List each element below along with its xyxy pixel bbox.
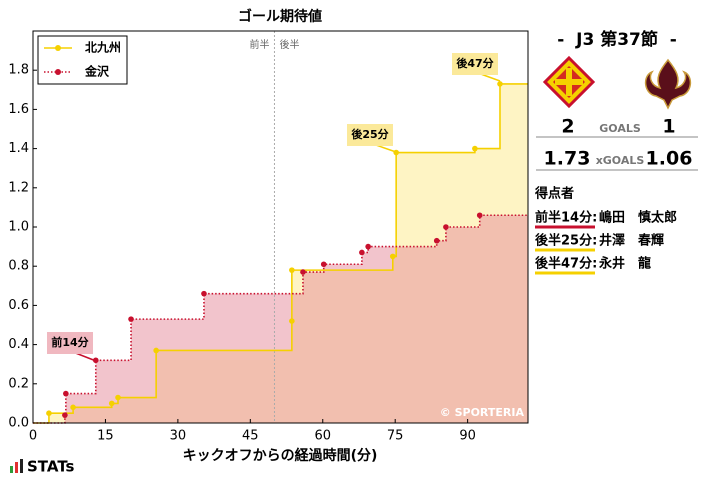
legend-marker (55, 69, 61, 75)
point (63, 390, 69, 397)
annotation: 後25分 (351, 127, 388, 141)
point (128, 316, 134, 322)
x-tick-label: 30 (170, 429, 187, 444)
point (289, 267, 295, 273)
legend-label: 北九州 (85, 40, 121, 55)
scorer-name: 井澤 春輝 (599, 233, 664, 249)
point (389, 253, 396, 260)
annotation-box (47, 332, 93, 354)
annotation: 前14分 (51, 335, 88, 349)
point (289, 318, 295, 324)
home-goals: 2 (561, 116, 574, 138)
area (33, 215, 528, 423)
away-goals: 1 (662, 116, 675, 138)
goals-label: GOALS (599, 122, 641, 135)
point (70, 404, 76, 411)
scorer-time: 後半47分: (535, 256, 597, 272)
point (320, 261, 327, 268)
y-tick-label: 1.4 (8, 141, 29, 156)
x-tick-label: 60 (314, 429, 331, 444)
point (433, 237, 440, 244)
round: - J3 第37節 - (557, 29, 677, 50)
x-tick-label: 0 (29, 429, 37, 444)
y-tick-label: 0.8 (8, 259, 29, 274)
y-tick-label: 0.0 (8, 416, 29, 431)
y-tick-label: 0.6 (8, 298, 29, 313)
point (393, 149, 399, 156)
annotation: 後47分 (456, 56, 493, 70)
y-tick-label: 0.4 (8, 337, 29, 352)
point (115, 394, 121, 401)
y-tick-label: 1.2 (8, 180, 29, 195)
x-tick-label: 15 (97, 429, 114, 444)
annotation-box (347, 124, 393, 146)
legend-marker (55, 45, 61, 51)
away-crest (644, 58, 692, 110)
half-label: 前半 (249, 38, 269, 51)
y-tick-label: 1.0 (8, 220, 29, 235)
point (108, 400, 115, 407)
home-xg: 1.73 (544, 148, 591, 170)
logo-text: STATs (27, 458, 75, 476)
x-tick-label: 75 (387, 429, 404, 444)
scorers-title: 得点者 (534, 186, 574, 202)
y-tick-label: 1.8 (8, 63, 29, 78)
scorer-time: 後半25分: (535, 233, 597, 249)
step-line (33, 214, 528, 424)
annotation-box (452, 53, 498, 75)
x-axis-label: キックオフからの経過時間(分) (183, 447, 378, 464)
legend-box (37, 35, 128, 85)
home-crest (542, 55, 596, 109)
point (497, 81, 503, 87)
half-label: 後半 (279, 38, 299, 51)
point (476, 212, 483, 219)
chart-title: ゴール期待値 (238, 8, 322, 25)
logo: STATs (10, 458, 75, 476)
x-tick-label: 45 (242, 429, 259, 444)
scorer-name: 嶋田 慎太郎 (599, 210, 677, 226)
legend-label: 金沢 (84, 64, 110, 79)
x-tick-label: 90 (459, 429, 476, 444)
point (359, 249, 365, 256)
point (62, 412, 68, 418)
scorer-time: 前半14分: (535, 210, 597, 226)
point (153, 347, 159, 354)
point (300, 269, 306, 275)
point (472, 145, 478, 152)
scorer-name: 永井 龍 (598, 256, 651, 272)
y-tick-label: 1.6 (8, 102, 29, 117)
point (46, 410, 52, 417)
point (201, 290, 207, 297)
point (365, 243, 371, 250)
point (443, 224, 449, 230)
xg-label: xGOALS (596, 154, 645, 167)
credit: © SPORTERIA (440, 406, 525, 419)
away-xg: 1.06 (646, 148, 693, 170)
y-tick-label: 0.2 (8, 376, 29, 391)
